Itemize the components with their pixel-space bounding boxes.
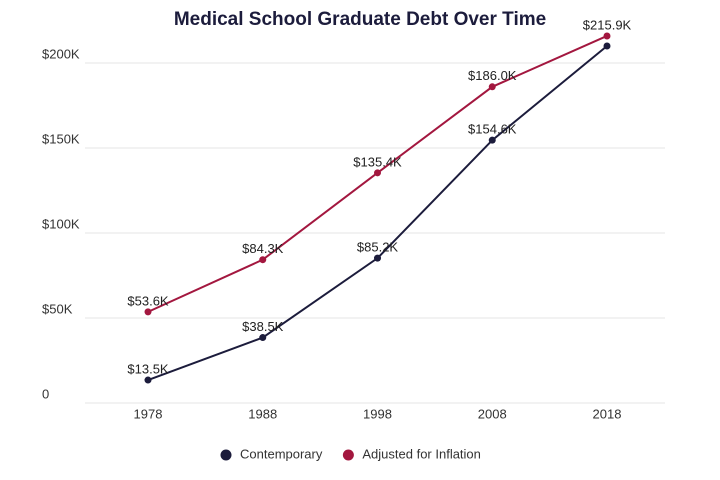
data-point [144, 308, 152, 316]
chart-title: Medical School Graduate Debt Over Time [174, 9, 546, 30]
y-tick-label: $150K [42, 131, 80, 146]
x-tick-label: 1988 [248, 406, 277, 421]
y-tick-label: $200K [42, 46, 80, 61]
value-label: $154.6K [468, 122, 517, 137]
data-point [488, 83, 496, 91]
data-point [374, 254, 381, 262]
series-line [147, 45, 608, 381]
value-label: $186.0K [468, 68, 517, 83]
value-label: $135.4K [353, 154, 402, 169]
legend-label: Adjusted for Inflation [362, 446, 481, 461]
data-point [259, 256, 267, 264]
legend-marker [342, 449, 354, 461]
x-tick-label: 2008 [478, 406, 507, 421]
y-tick-label: 0 [42, 386, 49, 401]
data-point [144, 376, 152, 384]
y-tick-label: $100K [42, 216, 80, 231]
x-tick-label: 1998 [363, 406, 392, 421]
x-tick-label: 2018 [593, 406, 622, 421]
data-point [259, 334, 267, 342]
value-label: $13.5K [127, 361, 169, 376]
data-point [488, 136, 496, 144]
data-point [603, 32, 611, 40]
legend-label: Contemporary [240, 446, 323, 461]
value-label: $38.5K [242, 319, 284, 334]
legend-marker [220, 449, 232, 461]
y-tick-label: $50K [42, 301, 73, 316]
value-label: $84.3K [242, 241, 284, 256]
value-label: $53.6K [127, 293, 169, 308]
value-label: $85.2K [357, 240, 399, 255]
value-label: $215.9K [583, 17, 632, 32]
data-point [374, 169, 381, 177]
x-tick-label: 1978 [134, 406, 163, 421]
data-point [603, 42, 611, 50]
